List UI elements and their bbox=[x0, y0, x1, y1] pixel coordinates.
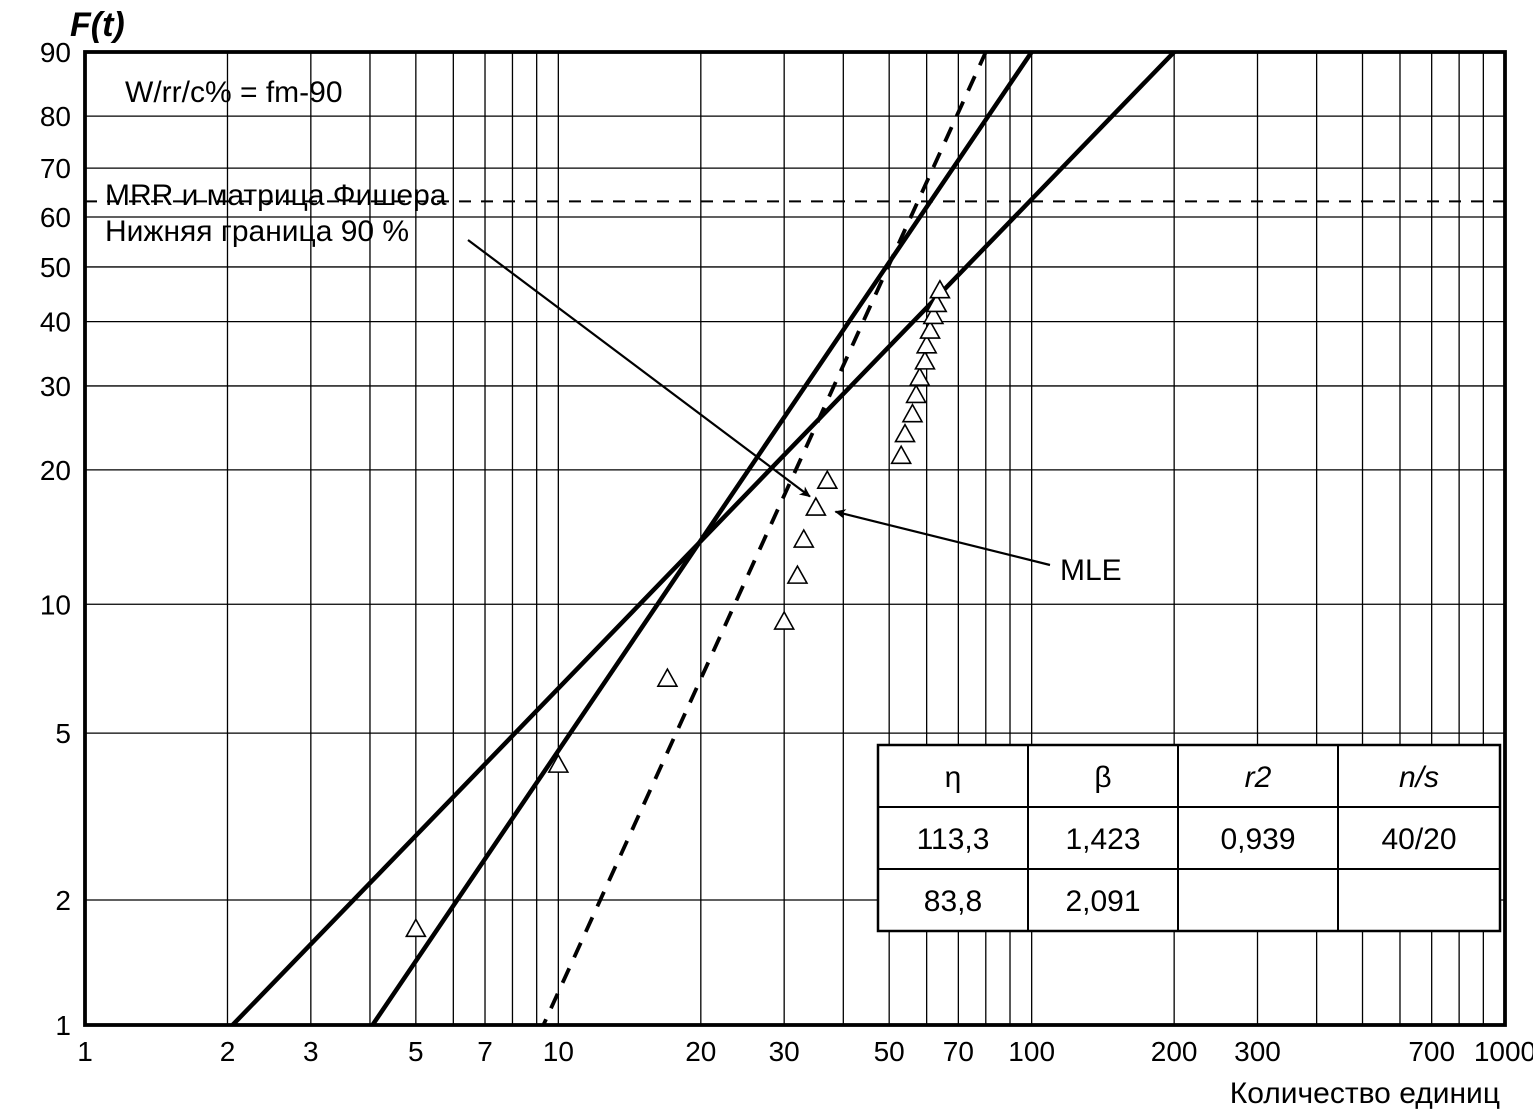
x-tick-label: 10 bbox=[543, 1036, 574, 1067]
mle-annotation: MLE bbox=[1060, 554, 1122, 587]
table-cell: 0,939 bbox=[1220, 823, 1295, 856]
x-tick-label: 3 bbox=[303, 1036, 319, 1067]
y-tick-label: 60 bbox=[40, 202, 71, 233]
table-header: n/s bbox=[1399, 761, 1439, 794]
y-tick-label: 20 bbox=[40, 455, 71, 486]
table-header: β bbox=[1094, 761, 1111, 794]
table-cell: 40/20 bbox=[1381, 823, 1456, 856]
x-tick-label: 5 bbox=[408, 1036, 424, 1067]
weibull-chart: 1 2 3 5 7 10 20 30 50 70 100 200 300 700 1000 1 2 5 10 20 30… bbox=[0, 0, 1533, 1113]
y-tick-label: 40 bbox=[40, 307, 71, 338]
y-tick-label: 80 bbox=[40, 101, 71, 132]
table-header: η bbox=[945, 761, 962, 794]
top-left-annotation: W/rr/c% = fm-90 bbox=[125, 76, 343, 109]
x-axis-title: Количество единиц bbox=[1230, 1077, 1500, 1110]
y-tick-label: 2 bbox=[55, 885, 71, 916]
table-cell: 83,8 bbox=[924, 885, 982, 918]
table-cell: 113,3 bbox=[917, 823, 990, 856]
x-tick-label: 300 bbox=[1234, 1036, 1281, 1067]
x-tick-label: 200 bbox=[1151, 1036, 1198, 1067]
x-tick-label: 1000 bbox=[1474, 1036, 1533, 1067]
y-axis-title: F(t) bbox=[70, 6, 125, 44]
table-cell: 1,423 bbox=[1065, 823, 1140, 856]
mrr-annotation-line1: MRR и матрица Фишера bbox=[105, 179, 447, 212]
param-table: η β r2 n/s 113,3 1,423 0,939 40/20 83,8 2,091 bbox=[878, 745, 1500, 931]
x-tick-label: 50 bbox=[874, 1036, 905, 1067]
y-tick-label: 1 bbox=[55, 1010, 71, 1041]
x-tick-label: 700 bbox=[1408, 1036, 1455, 1067]
x-tick-label: 30 bbox=[769, 1036, 800, 1067]
y-tick-label: 50 bbox=[40, 252, 71, 283]
y-tick-label: 70 bbox=[40, 153, 71, 184]
x-tick-label: 1 bbox=[77, 1036, 93, 1067]
y-tick-label: 90 bbox=[40, 37, 71, 68]
y-tick-label: 10 bbox=[40, 589, 71, 620]
mrr-annotation-line2: Нижняя граница 90 % bbox=[105, 215, 409, 248]
x-tick-label: 20 bbox=[685, 1036, 716, 1067]
x-tick-label: 7 bbox=[477, 1036, 493, 1067]
y-tick-label: 30 bbox=[40, 371, 71, 402]
x-tick-label: 2 bbox=[220, 1036, 236, 1067]
x-tick-label: 100 bbox=[1008, 1036, 1055, 1067]
table-cell: 2,091 bbox=[1065, 885, 1140, 918]
y-tick-label: 5 bbox=[55, 718, 71, 749]
x-tick-label: 70 bbox=[943, 1036, 974, 1067]
table-header: r2 bbox=[1245, 761, 1272, 794]
